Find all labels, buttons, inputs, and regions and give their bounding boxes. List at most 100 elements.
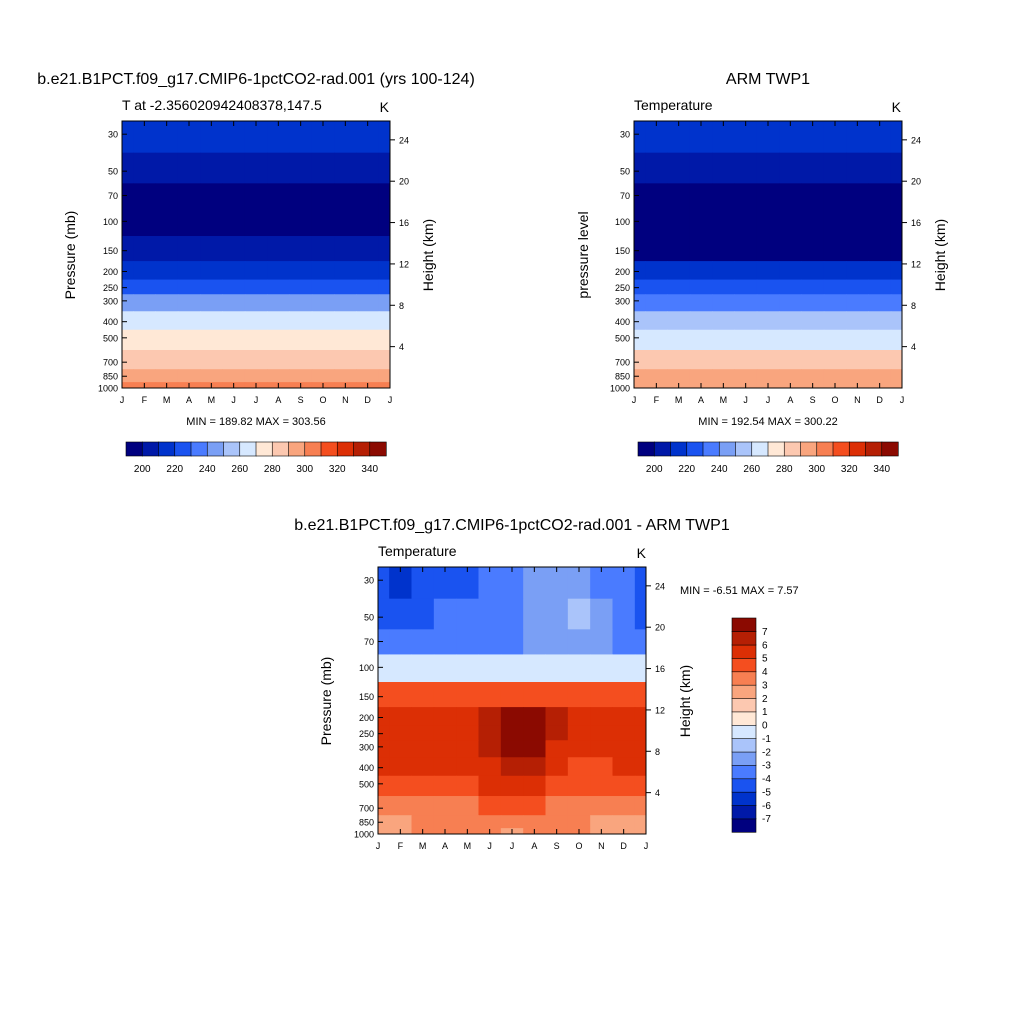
heatmap-cell	[356, 311, 380, 331]
colorbar-swatch	[158, 441, 176, 457]
colorbar-swatch	[190, 441, 208, 457]
heatmap-cell	[289, 329, 313, 351]
x-tick-label: S	[810, 395, 816, 405]
colorbar-swatch	[881, 441, 899, 457]
heatmap-cell	[334, 350, 357, 370]
colorbar-swatch	[271, 441, 290, 457]
colorbar-label: 280	[776, 464, 793, 475]
heatmap-cell	[155, 183, 179, 209]
colorbar-label: -2	[762, 747, 771, 758]
heatmap-cell	[756, 329, 780, 351]
heatmap-cell	[590, 567, 613, 600]
colorbar-swatch	[637, 441, 655, 457]
panel-model-ylabel: Pressure (mb)	[62, 211, 78, 300]
heatmap-cell	[177, 121, 201, 154]
heatmap-cell	[645, 350, 668, 370]
heatmap-cell	[222, 183, 246, 209]
heatmap-cell	[500, 629, 524, 655]
heatmap-cell	[634, 311, 646, 331]
heatmap-cell	[133, 311, 156, 331]
heatmap-cell	[545, 757, 569, 777]
y-tick-label: 100	[359, 663, 374, 673]
heatmap-cell	[756, 208, 780, 237]
x-tick-label: A	[275, 395, 281, 405]
x-tick-label: M	[675, 395, 683, 405]
heatmap-cell	[456, 725, 479, 741]
heatmap-cell	[734, 350, 758, 370]
y-tick-label: 850	[103, 372, 118, 382]
heatmap-cell	[823, 329, 847, 351]
heatmap-cell	[411, 757, 435, 777]
heatmap-cell	[612, 654, 636, 683]
x-tick-label: A	[442, 841, 448, 851]
heatmap-cell	[634, 261, 646, 281]
heatmap-cell	[267, 279, 290, 295]
y-right-tick-label: 20	[399, 177, 409, 187]
heatmap-cell	[667, 236, 691, 262]
colorbar-label: -3	[762, 761, 771, 772]
heatmap-cell	[155, 311, 179, 331]
colorbar-label: -4	[762, 774, 771, 785]
colorbar-swatch	[848, 441, 867, 457]
heatmap-cell	[356, 369, 380, 383]
heatmap-cell	[334, 152, 357, 184]
heatmap-cell	[645, 311, 668, 331]
heatmap-cell	[478, 629, 502, 655]
heatmap-cell	[177, 350, 201, 370]
heatmap-cell	[122, 236, 134, 262]
colorbar-label: 5	[762, 654, 768, 665]
heatmap-cell	[801, 208, 825, 237]
colorbar-label: 1	[762, 707, 768, 718]
heatmap-cell	[500, 598, 524, 630]
heatmap-cell	[356, 261, 380, 281]
colorbar-label: 320	[329, 464, 346, 475]
heatmap-cell	[389, 567, 412, 600]
heatmap-cell	[756, 152, 780, 184]
heatmap-cell	[478, 815, 502, 829]
y-right-tick-label: 8	[399, 301, 404, 311]
heatmap-cell	[545, 682, 569, 708]
heatmap-cell	[846, 261, 869, 281]
colorbar-label: 200	[646, 464, 663, 475]
heatmap-cell	[734, 311, 758, 331]
colorbar-label: 6	[762, 640, 768, 651]
heatmap-cell	[545, 775, 569, 797]
heatmap-cell	[567, 815, 591, 829]
y-tick-label: 100	[103, 217, 118, 227]
heatmap-cell	[456, 740, 479, 758]
heatmap-cell	[645, 121, 668, 154]
heatmap-cell	[634, 707, 647, 727]
colorbar-label: 260	[231, 464, 248, 475]
heatmap-cell	[801, 350, 825, 370]
colorbar-swatch	[731, 778, 757, 793]
x-tick-label: A	[531, 841, 537, 851]
heatmap-cell	[244, 350, 268, 370]
heatmap-cell	[612, 629, 636, 655]
heatmap-cell	[122, 369, 134, 383]
colorbar-label: 4	[762, 667, 768, 678]
colorbar-label: 0	[762, 721, 768, 732]
y-right-tick-label: 20	[655, 623, 665, 633]
colorbar-swatch	[832, 441, 850, 457]
colorbar-swatch	[255, 441, 273, 457]
heatmap-cell	[411, 815, 435, 829]
y-tick-label: 300	[103, 296, 118, 306]
heatmap-cell	[289, 369, 313, 383]
heatmap-cell	[567, 654, 591, 683]
heatmap-cell	[155, 350, 179, 370]
heatmap-cell	[801, 329, 825, 351]
heatmap-cell	[567, 725, 591, 741]
heatmap-cell	[267, 152, 290, 184]
heatmap-cell	[846, 311, 869, 331]
heatmap-cell	[500, 682, 524, 708]
heatmap-cell	[378, 740, 390, 758]
colorbar-label: 240	[199, 464, 216, 475]
heatmap-cell	[545, 725, 569, 741]
heatmap-cell	[289, 311, 313, 331]
heatmap-cell	[868, 294, 892, 312]
heatmap-cell	[689, 369, 713, 383]
heatmap-cell	[334, 294, 357, 312]
heatmap-cell	[289, 261, 313, 281]
panel-diff-subtitle: Temperature	[378, 543, 457, 559]
